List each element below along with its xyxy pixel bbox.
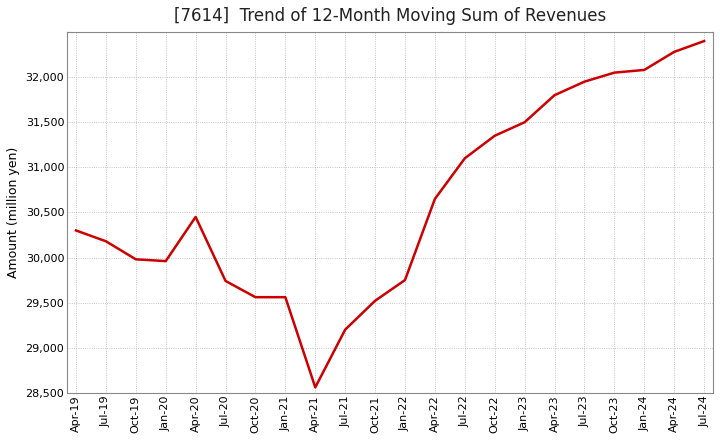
Title: [7614]  Trend of 12-Month Moving Sum of Revenues: [7614] Trend of 12-Month Moving Sum of R… <box>174 7 606 25</box>
Y-axis label: Amount (million yen): Amount (million yen) <box>7 147 20 278</box>
